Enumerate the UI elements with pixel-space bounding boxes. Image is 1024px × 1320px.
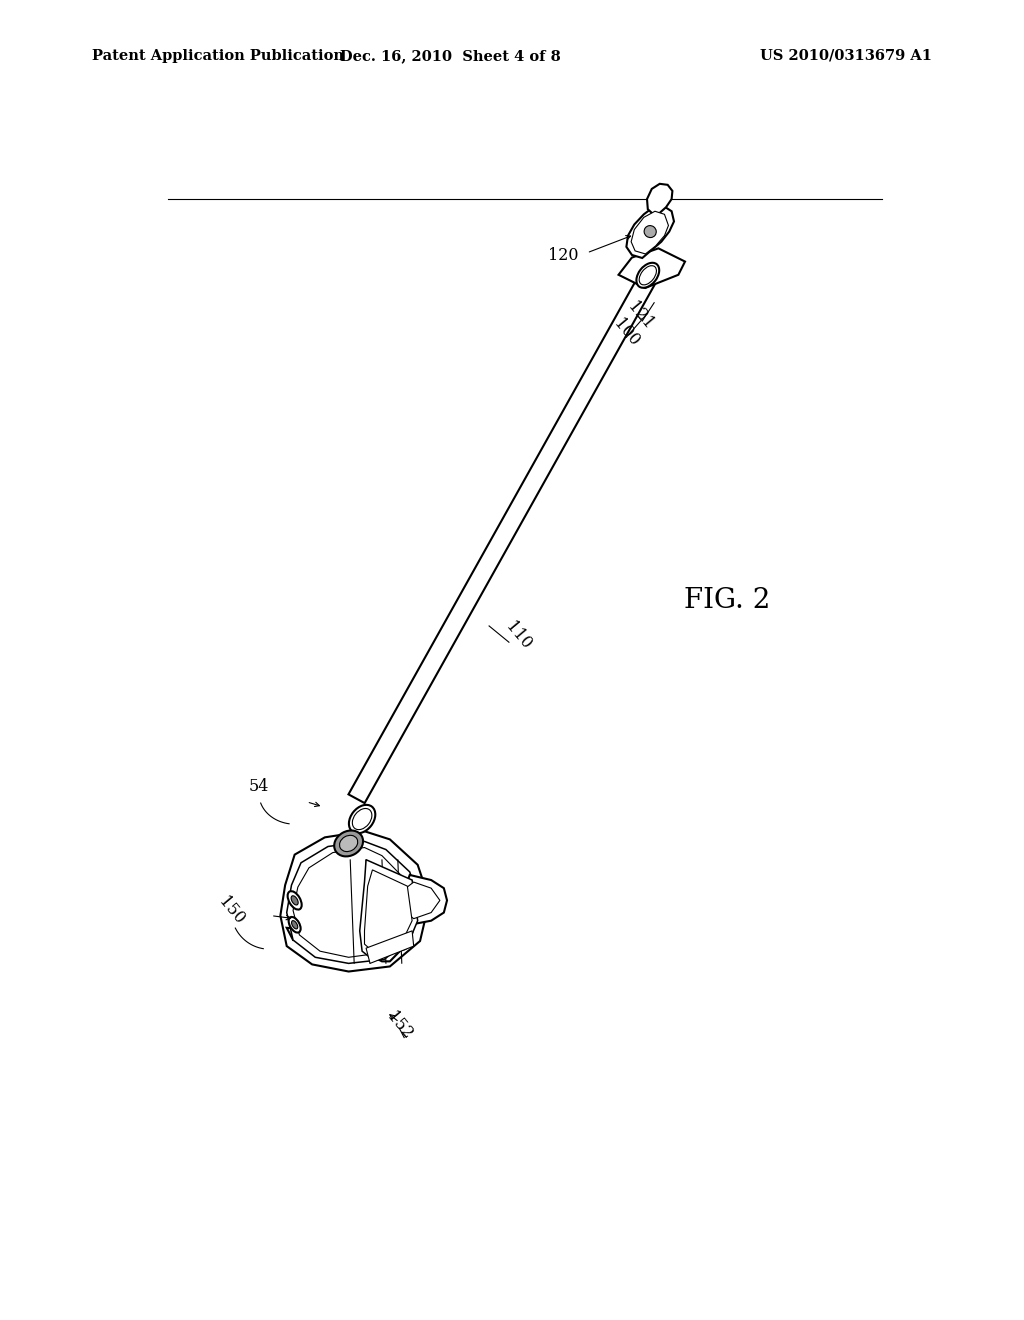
Polygon shape: [406, 882, 440, 919]
Text: 110: 110: [502, 619, 535, 653]
Text: Dec. 16, 2010  Sheet 4 of 8: Dec. 16, 2010 Sheet 4 of 8: [340, 49, 561, 63]
Polygon shape: [287, 841, 420, 964]
Ellipse shape: [349, 805, 376, 833]
Polygon shape: [281, 832, 430, 972]
Polygon shape: [287, 858, 338, 940]
Polygon shape: [401, 875, 447, 925]
Ellipse shape: [636, 263, 659, 288]
Polygon shape: [359, 859, 418, 960]
Ellipse shape: [292, 920, 298, 929]
Polygon shape: [365, 870, 412, 952]
Polygon shape: [367, 931, 414, 964]
Ellipse shape: [291, 896, 298, 906]
Ellipse shape: [334, 830, 364, 857]
Ellipse shape: [288, 891, 302, 909]
Text: 54: 54: [249, 777, 269, 795]
Ellipse shape: [340, 836, 357, 851]
Text: 120: 120: [548, 247, 579, 264]
Ellipse shape: [639, 265, 656, 285]
Polygon shape: [631, 211, 669, 253]
Ellipse shape: [289, 917, 301, 933]
Polygon shape: [348, 264, 662, 803]
Text: 152: 152: [383, 1008, 416, 1043]
Polygon shape: [618, 248, 685, 288]
Polygon shape: [627, 206, 674, 257]
Polygon shape: [647, 183, 673, 214]
Text: US 2010/0313679 A1: US 2010/0313679 A1: [760, 49, 932, 63]
Polygon shape: [370, 875, 414, 961]
Text: 121: 121: [624, 298, 656, 333]
Text: Patent Application Publication: Patent Application Publication: [92, 49, 344, 63]
Polygon shape: [328, 875, 404, 919]
Text: 100: 100: [610, 315, 643, 350]
Text: 150: 150: [215, 894, 248, 928]
Polygon shape: [293, 847, 412, 957]
Ellipse shape: [352, 808, 372, 830]
Text: FIG. 2: FIG. 2: [684, 587, 770, 614]
Ellipse shape: [644, 226, 656, 238]
